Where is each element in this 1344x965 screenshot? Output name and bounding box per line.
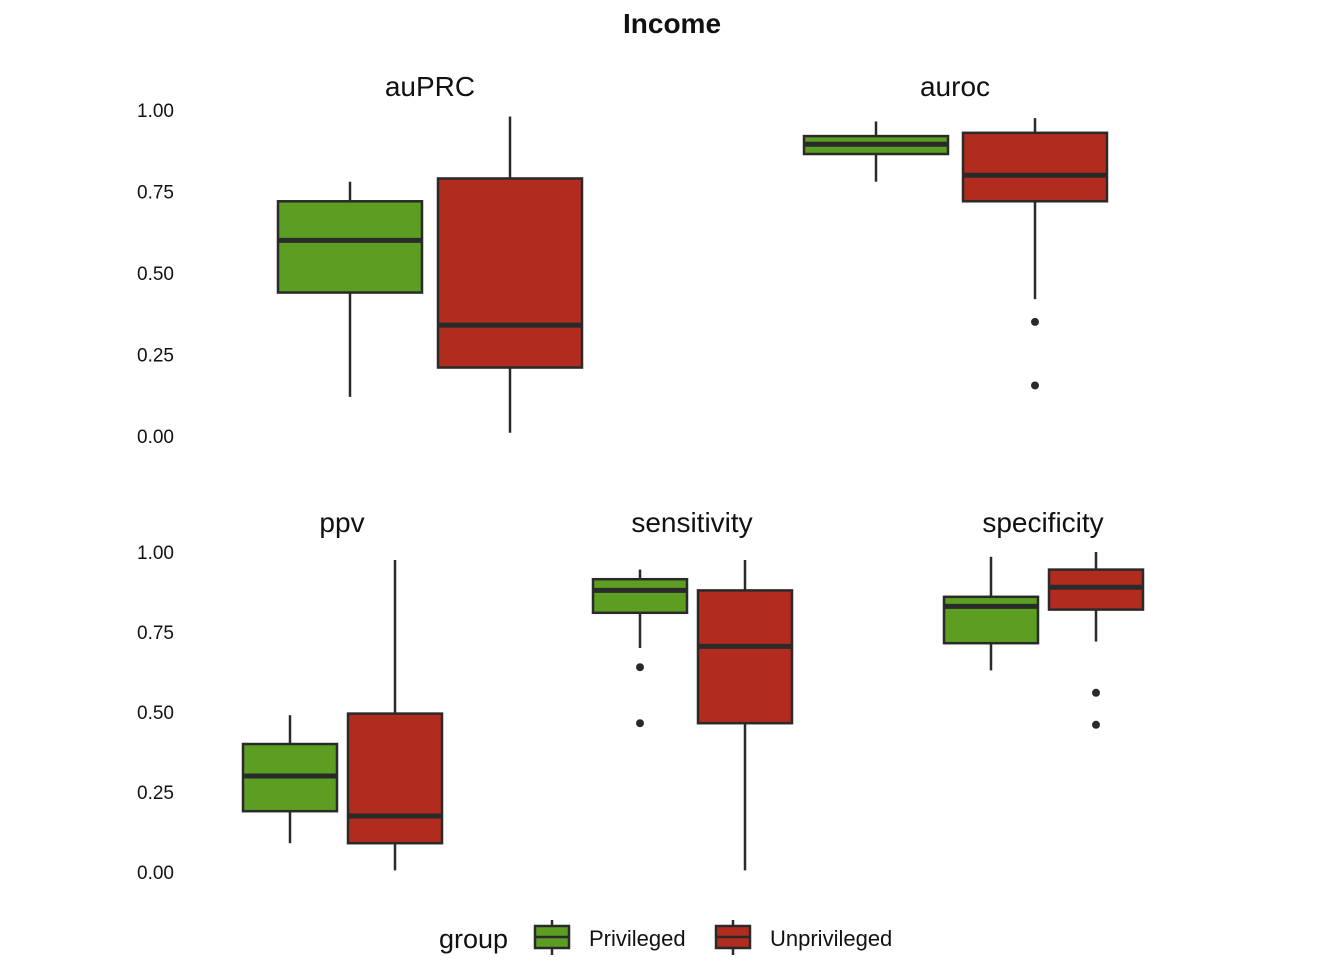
box-body (591, 577, 689, 615)
panel-ppv: ppv 0.00 0.25 0.50 0.75 1.00 (137, 507, 444, 884)
box-body (346, 712, 444, 845)
legend-title: group (439, 924, 508, 954)
box-unprivileged (696, 560, 794, 871)
box-unprivileged (961, 118, 1109, 390)
y-tick-label: 0.75 (137, 183, 174, 204)
y-tick-label: 0.00 (137, 863, 174, 884)
box-privileged (276, 181, 424, 397)
panel-auprc: auPRC 0.00 0.25 0.50 0.75 1.00 (137, 71, 584, 448)
panel-specificity: specificity (942, 507, 1145, 729)
y-tick-label: 0.00 (137, 427, 174, 448)
y-tick-label: 0.75 (137, 623, 174, 644)
box-unprivileged (1047, 552, 1145, 729)
panel-label: sensitivity (631, 507, 752, 538)
box-body (436, 177, 584, 369)
legend-label: Privileged (589, 926, 686, 951)
outlier-point (1031, 317, 1039, 326)
y-tick-label: 1.00 (137, 101, 174, 122)
y-tick-label: 0.50 (137, 264, 174, 285)
panel-label: specificity (982, 507, 1103, 538)
panel-label: ppv (319, 507, 364, 538)
chart-title: Income (623, 8, 721, 39)
panel-auroc: auroc (802, 71, 1109, 390)
panel-label: auroc (920, 71, 990, 102)
y-tick-label: 0.50 (137, 703, 174, 724)
box-privileged (942, 556, 1040, 671)
box-unprivileged (436, 116, 584, 433)
y-tick-label: 0.25 (137, 346, 174, 367)
box-unprivileged (346, 560, 444, 871)
panel-label: auPRC (385, 71, 475, 102)
legend-item-unprivileged: Unprivileged (714, 920, 892, 955)
box-body (696, 589, 794, 725)
outlier-point (636, 719, 644, 728)
box-privileged (802, 121, 950, 182)
box-body (942, 595, 1040, 645)
outlier-point (636, 663, 644, 672)
outlier-point (1031, 381, 1039, 390)
legend-item-privileged: Privileged (533, 920, 686, 955)
y-tick-label: 1.00 (137, 543, 174, 564)
legend-label: Unprivileged (770, 926, 892, 951)
outlier-point (1092, 720, 1100, 729)
box-privileged (241, 715, 339, 844)
panel-sensitivity: sensitivity (591, 507, 794, 871)
legend: group Privileged Unprivileged (439, 920, 892, 955)
box-body (276, 200, 424, 294)
y-tick-label: 0.25 (137, 783, 174, 804)
box-privileged (591, 569, 689, 728)
outlier-point (1092, 688, 1100, 697)
box-body (961, 131, 1109, 203)
